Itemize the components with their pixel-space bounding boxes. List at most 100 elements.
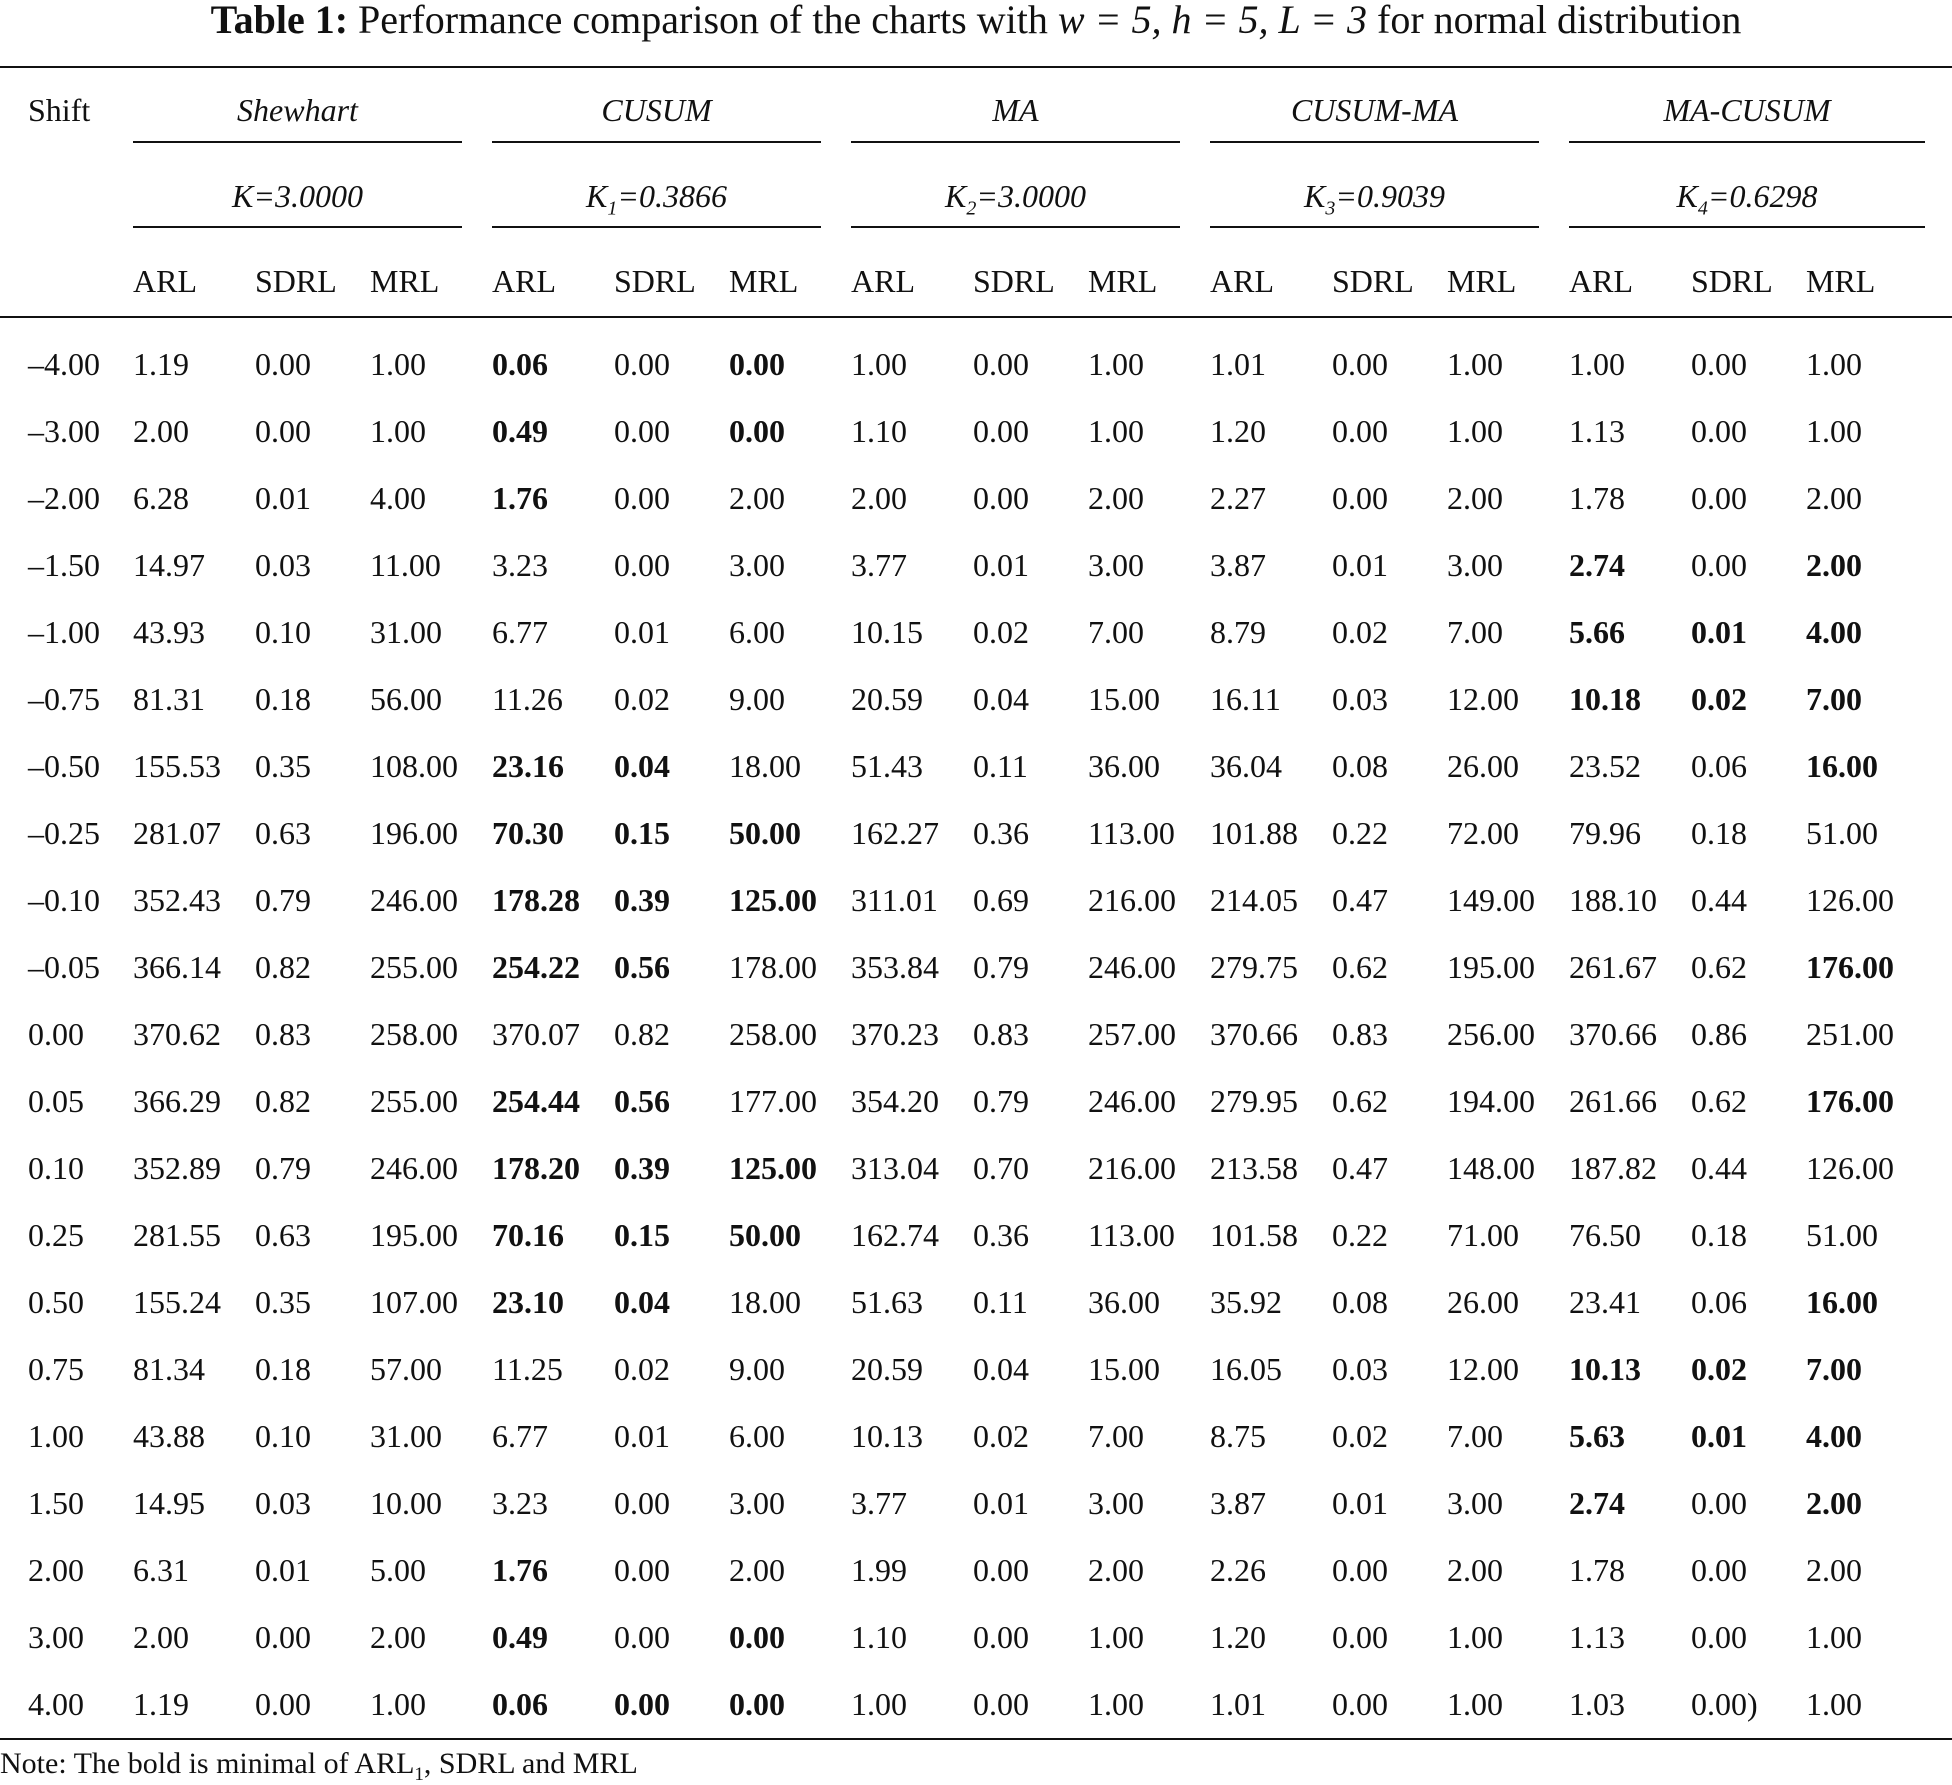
table-cell: 7.00 bbox=[1806, 681, 1862, 717]
table-cell: 126.00 bbox=[1806, 1150, 1894, 1186]
table-cell: 2.00 bbox=[1806, 1485, 1862, 1521]
table-cell: 0.69 bbox=[973, 882, 1029, 918]
constant-value: =3.0000 bbox=[976, 178, 1086, 214]
table-cell: 16.00 bbox=[1806, 1284, 1878, 1320]
table-cell: 3.00 bbox=[1447, 1485, 1503, 1521]
table-cell: 3.00 bbox=[1447, 547, 1503, 583]
table-cell: 0.00 bbox=[1691, 413, 1747, 449]
table-cell: 7.00 bbox=[1447, 1418, 1503, 1454]
table-cell: 18.00 bbox=[729, 748, 801, 784]
metric-header: ARL bbox=[492, 263, 556, 299]
table-cell: 2.00 bbox=[1806, 547, 1862, 583]
table-cell: 1.00 bbox=[1806, 346, 1862, 382]
table-cell: 0.82 bbox=[255, 949, 311, 985]
table-cell: 0.79 bbox=[973, 949, 1029, 985]
table-cell: 4.00 bbox=[1806, 1418, 1862, 1454]
table-cell: 1.00 bbox=[370, 346, 426, 382]
metric-header: ARL bbox=[851, 263, 915, 299]
table-cell: 76.50 bbox=[1569, 1217, 1641, 1253]
shift-value: –0.05 bbox=[28, 949, 100, 985]
table-cell: 2.26 bbox=[1210, 1552, 1266, 1588]
table-cell: 0.02 bbox=[1691, 681, 1747, 717]
table-cell: 3.00 bbox=[1088, 547, 1144, 583]
table-cell: 43.93 bbox=[133, 614, 205, 650]
table-cell: 15.00 bbox=[1088, 681, 1160, 717]
table-cell: 0.02 bbox=[1691, 1351, 1747, 1387]
table-cell: 0.00 bbox=[255, 346, 311, 382]
table-cell: 2.00 bbox=[1806, 1552, 1862, 1588]
table-cell: 196.00 bbox=[370, 815, 458, 851]
table-cell: 1.13 bbox=[1569, 1619, 1625, 1655]
table-cell: 0.04 bbox=[973, 681, 1029, 717]
metric-header: ARL bbox=[133, 263, 197, 299]
table-cell: 0.18 bbox=[255, 681, 311, 717]
table-cell: 279.95 bbox=[1210, 1083, 1298, 1119]
table-cell: 261.66 bbox=[1569, 1083, 1657, 1119]
table-cell: 2.00 bbox=[851, 480, 907, 516]
caption-label: Table 1: bbox=[210, 0, 349, 42]
table-cell: 2.00 bbox=[1088, 1552, 1144, 1588]
table-cell: 281.07 bbox=[133, 815, 221, 851]
table-cell: 0.62 bbox=[1332, 1083, 1388, 1119]
table-cell: 0.06 bbox=[492, 1686, 548, 1722]
shift-value: –0.25 bbox=[28, 815, 100, 851]
constant-symbol: K bbox=[232, 178, 254, 214]
table-cell: 0.10 bbox=[255, 1418, 311, 1454]
table-cell: 0.39 bbox=[614, 1150, 670, 1186]
table-cell: 2.00 bbox=[1447, 1552, 1503, 1588]
table-cell: 36.04 bbox=[1210, 748, 1282, 784]
table-cell: 246.00 bbox=[1088, 1083, 1176, 1119]
table-cell: 251.00 bbox=[1806, 1016, 1894, 1052]
table-cell: 0.70 bbox=[973, 1150, 1029, 1186]
table-cell: 50.00 bbox=[729, 1217, 801, 1253]
table-cell: 11.25 bbox=[492, 1351, 563, 1387]
table-cell: 51.63 bbox=[851, 1284, 923, 1320]
table-cell: 366.14 bbox=[133, 949, 221, 985]
table-cell: 246.00 bbox=[370, 1150, 458, 1186]
table-cell: 366.29 bbox=[133, 1083, 221, 1119]
table-cell: 1.00 bbox=[370, 413, 426, 449]
table-cell: 0.00 bbox=[614, 413, 670, 449]
table-cell: 0.00 bbox=[1332, 480, 1388, 516]
group-name: MA bbox=[992, 92, 1039, 128]
table-cell: 1.00 bbox=[1088, 413, 1144, 449]
table-cell: 0.01 bbox=[614, 1418, 670, 1454]
table-cell: 79.96 bbox=[1569, 815, 1641, 851]
table-cell: 4.00 bbox=[1806, 614, 1862, 650]
table-cell: 149.00 bbox=[1447, 882, 1535, 918]
table-cell: 162.74 bbox=[851, 1217, 939, 1253]
table-cell: 6.28 bbox=[133, 480, 189, 516]
table-cell: 9.00 bbox=[729, 1351, 785, 1387]
table-cell: 178.00 bbox=[729, 949, 817, 985]
table-cell: 2.27 bbox=[1210, 480, 1266, 516]
group-name: CUSUM-MA bbox=[1290, 92, 1459, 128]
shift-value: –2.00 bbox=[28, 480, 100, 516]
shift-value: 2.00 bbox=[28, 1552, 84, 1588]
table-cell: 0.00 bbox=[614, 1552, 670, 1588]
group-name: MA-CUSUM bbox=[1663, 92, 1831, 128]
table-cell: 214.05 bbox=[1210, 882, 1298, 918]
table-cell: 0.35 bbox=[255, 748, 311, 784]
table-cell: 1.00 bbox=[1806, 1686, 1862, 1722]
table-cell: 0.18 bbox=[1691, 1217, 1747, 1253]
metric-header: MRL bbox=[1806, 263, 1876, 299]
table-cell: 2.74 bbox=[1569, 547, 1625, 583]
table-cell: 1.01 bbox=[1210, 1686, 1266, 1722]
table-cell: 0.02 bbox=[973, 1418, 1029, 1454]
table-cell: 7.00 bbox=[1088, 1418, 1144, 1454]
table-cell: 0.22 bbox=[1332, 1217, 1388, 1253]
table-cell: 23.52 bbox=[1569, 748, 1641, 784]
table-cell: 10.15 bbox=[851, 614, 923, 650]
group-constant: K2=3.0000 bbox=[851, 178, 1180, 218]
table-cell: 51.00 bbox=[1806, 815, 1878, 851]
note-text: Note: The bold is minimal of ARL bbox=[0, 1747, 415, 1780]
table-cell: 0.00 bbox=[1691, 480, 1747, 516]
table-cell: 187.82 bbox=[1569, 1150, 1657, 1186]
table-cell: 354.20 bbox=[851, 1083, 939, 1119]
table-cell: 257.00 bbox=[1088, 1016, 1176, 1052]
caption-text-before: Performance comparison of the charts wit… bbox=[358, 0, 1048, 42]
table-cell: 113.00 bbox=[1088, 815, 1175, 851]
metric-header: SDRL bbox=[1332, 263, 1414, 299]
table-cell: 0.56 bbox=[614, 1083, 670, 1119]
table-cell: 51.43 bbox=[851, 748, 923, 784]
